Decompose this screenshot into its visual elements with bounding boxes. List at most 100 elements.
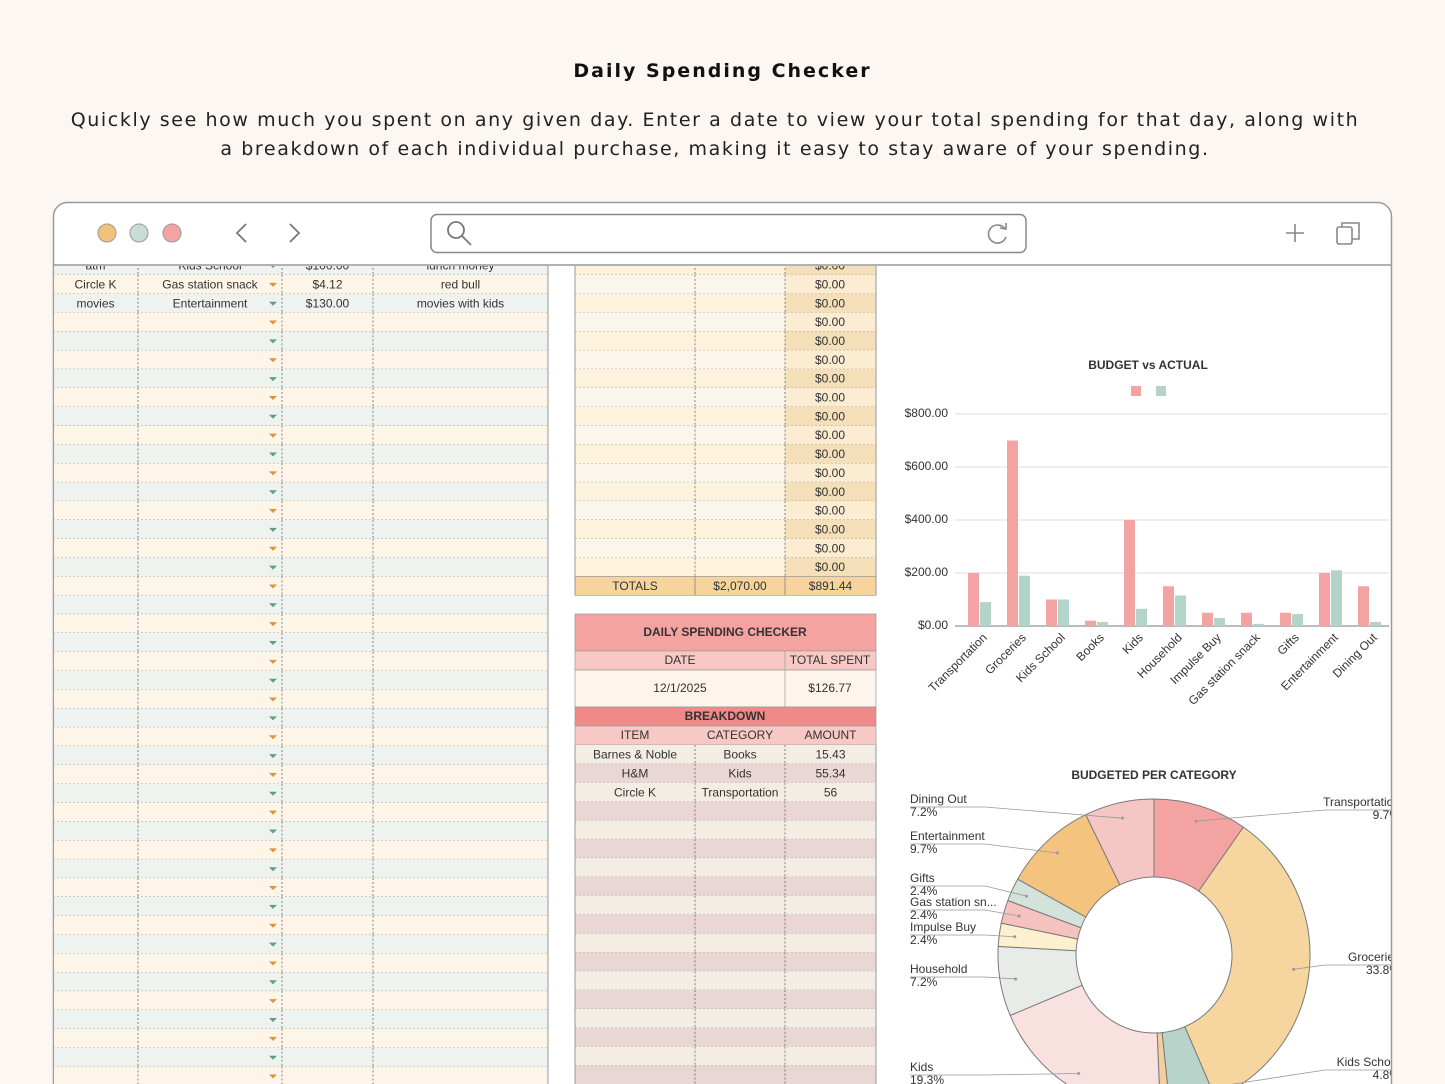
summary-amount: $0.00 — [815, 428, 845, 442]
table-row — [54, 501, 548, 520]
bar — [1085, 620, 1096, 626]
table-row — [54, 651, 548, 671]
dropdown-arrow — [269, 886, 277, 891]
dropdown-arrow — [269, 301, 277, 306]
dropdown-arrow — [269, 546, 277, 551]
leader-line — [910, 934, 1015, 938]
summary-amount: $0.00 — [815, 259, 845, 273]
table-row — [54, 633, 548, 652]
summary-amount-cell — [785, 293, 876, 313]
table-row — [54, 896, 548, 916]
dropdown-arrow — [269, 641, 277, 645]
summary-row — [575, 274, 785, 294]
breakdown-row — [575, 763, 876, 783]
address-bar[interactable] — [430, 213, 1027, 254]
totals-cell: $891.44 — [809, 579, 853, 593]
breakdown-row — [575, 839, 876, 859]
leader-line — [910, 976, 1016, 980]
table-row — [54, 821, 548, 841]
checker-value: 12/1/2025 — [653, 681, 707, 695]
summary-amount-cell — [785, 538, 876, 558]
breakdown-row — [575, 914, 876, 934]
table-row — [54, 783, 548, 803]
bar — [1253, 623, 1264, 626]
breakdown-row — [575, 1027, 876, 1047]
dropdown-arrow — [269, 565, 277, 570]
pie-label: Kids School — [1337, 1055, 1400, 1069]
dropdown-arrow — [269, 584, 277, 589]
tabs-button[interactable] — [1336, 226, 1353, 245]
summary-amount-cell — [785, 519, 876, 539]
checker-title: DAILY SPENDING CHECKER — [643, 625, 807, 639]
summary-amount: $0.00 — [815, 560, 845, 574]
summary-row — [575, 266, 785, 275]
table-row — [54, 1047, 548, 1067]
table-cell: Circle K — [74, 277, 116, 291]
dropdown-arrow — [269, 659, 277, 664]
bar — [968, 573, 979, 626]
bar — [1280, 612, 1291, 626]
breakdown-row — [575, 990, 876, 1009]
leader-dot — [1017, 914, 1021, 918]
summary-amount: $0.00 — [815, 353, 845, 367]
table-cell: lunch money — [426, 259, 494, 273]
table-row — [54, 266, 548, 275]
window-dot[interactable] — [97, 223, 117, 243]
summary-amount: $0.00 — [815, 372, 845, 386]
dropdown-arrow — [269, 867, 277, 872]
table-row — [54, 972, 548, 992]
reload-button[interactable] — [987, 224, 1007, 244]
leader-line — [910, 843, 1058, 854]
tabs-button — [1341, 222, 1360, 240]
breakdown-cell: Books — [723, 748, 756, 762]
table-cell: movies with kids — [417, 296, 504, 310]
table-row — [54, 840, 548, 860]
summary-amount-cell — [785, 266, 876, 275]
table-row — [54, 595, 548, 615]
table-row — [54, 463, 548, 483]
dropdown-arrow — [269, 735, 277, 740]
pie-value-label: 2.4% — [910, 908, 938, 922]
y-tick-label: $600.00 — [905, 459, 949, 473]
dropdown-arrow — [271, 266, 275, 268]
pie-slice — [1085, 798, 1155, 886]
leader-dot — [1292, 967, 1296, 971]
summary-row — [575, 406, 785, 426]
dropdown-arrow — [269, 471, 277, 476]
summary-amount: $0.00 — [815, 466, 845, 480]
table-cell: Kids School — [178, 259, 241, 273]
back-button[interactable] — [235, 223, 247, 243]
table-row — [54, 274, 548, 294]
summary-row — [575, 519, 785, 539]
dropdown-arrow — [269, 678, 277, 683]
bar — [1163, 586, 1174, 626]
dropdown-arrow — [269, 772, 277, 777]
breakdown-row — [575, 1046, 876, 1066]
table-row — [54, 350, 548, 370]
table-cell: movies — [76, 296, 114, 310]
window-dot[interactable] — [129, 223, 149, 243]
pie-label: Entertainment — [910, 829, 985, 843]
window-dot[interactable] — [162, 223, 182, 243]
summary-row — [575, 557, 785, 577]
dropdown-arrow — [269, 414, 277, 419]
dropdown-arrow — [269, 377, 277, 382]
y-tick-label: $0.00 — [918, 618, 948, 632]
leader-line — [910, 1073, 1079, 1076]
summary-amount-cell — [785, 463, 876, 483]
checker-header: TOTAL SPENT — [790, 653, 871, 667]
table-row — [54, 878, 548, 897]
summary-row — [575, 350, 785, 370]
summary-amount-cell — [785, 482, 876, 502]
dropdown-arrow — [269, 904, 277, 909]
bar — [1007, 440, 1018, 626]
dropdown-arrow — [269, 622, 277, 627]
forward-button[interactable] — [289, 223, 301, 243]
y-tick-label: $400.00 — [905, 512, 949, 526]
dropdown-arrow — [269, 848, 277, 853]
table-row — [54, 746, 548, 765]
pie-slice — [1184, 826, 1311, 1084]
breakdown-header: AMOUNT — [805, 728, 858, 742]
checker-header: DATE — [664, 653, 695, 667]
